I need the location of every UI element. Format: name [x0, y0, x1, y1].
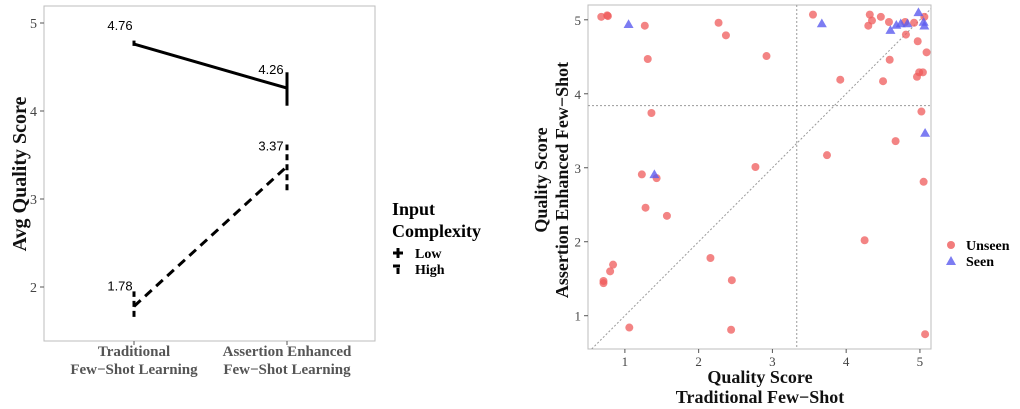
- point-unseen: [706, 254, 715, 263]
- point-unseen: [836, 75, 845, 84]
- point-unseen: [662, 211, 671, 220]
- legend-key-seen: [946, 256, 956, 265]
- x-axis-label: Quality Score Traditional Few−Shot: [676, 367, 844, 407]
- point-unseen: [917, 107, 926, 116]
- point-unseen: [901, 30, 910, 39]
- y-axis-label-line1: Quality Score: [531, 127, 551, 232]
- point-unseen: [808, 10, 817, 19]
- point-unseen: [727, 325, 736, 334]
- point-unseen: [643, 55, 652, 64]
- point-unseen: [884, 18, 893, 27]
- point-seen: [623, 19, 634, 28]
- point-unseen: [606, 267, 615, 276]
- data-label: 1.78: [107, 278, 132, 293]
- point-unseen: [860, 236, 869, 245]
- point-unseen: [891, 137, 900, 146]
- point-unseen: [912, 72, 921, 81]
- legend-label-unseen: Unseen: [966, 239, 1010, 254]
- point-unseen: [727, 276, 736, 285]
- point-seen: [885, 25, 896, 34]
- y-tick-label: 3: [30, 193, 37, 208]
- x-tick-label: 2: [695, 354, 702, 369]
- y-tick-label: 1: [575, 309, 582, 324]
- x-tick-label: 3: [769, 354, 776, 369]
- line-chart: 2 3 4 5 Traditional Few−Shot Learning Assertio…: [9, 5, 481, 378]
- point-unseen: [599, 279, 608, 288]
- point-seen: [816, 18, 827, 28]
- point-seen: [920, 127, 931, 137]
- point-seen: [895, 18, 906, 28]
- point-unseen: [647, 109, 656, 118]
- y-tick-label: 2: [30, 281, 37, 296]
- point-unseen: [919, 177, 928, 186]
- point-unseen: [822, 151, 831, 160]
- point-seen: [919, 20, 930, 30]
- y-tick-label: 4: [30, 105, 37, 120]
- point-unseen: [609, 260, 618, 269]
- y-tick-label: 4: [575, 87, 582, 102]
- data-label: 4.76: [107, 18, 132, 33]
- legend-key-unseen: [947, 241, 955, 249]
- x-tick-label: Traditional Few−Shot Learning: [70, 344, 198, 378]
- diagonal-reference-line: [591, 8, 931, 349]
- point-unseen: [885, 55, 894, 64]
- point-seen: [918, 17, 929, 26]
- legend-label-seen: Seen: [966, 255, 994, 270]
- point-unseen: [637, 170, 646, 179]
- point-unseen: [879, 77, 888, 86]
- y-axis-label-line2: Assertion Enhanced Few−Shot: [552, 62, 572, 298]
- point-unseen: [640, 21, 649, 30]
- point-unseen: [721, 31, 730, 40]
- x-tick-label: Assertion Enhanced Few−Shot Learning: [223, 344, 352, 378]
- series-line-low: [133, 42, 288, 90]
- point-unseen: [641, 203, 650, 212]
- point-unseen: [910, 18, 919, 27]
- point-unseen: [603, 12, 612, 21]
- point-unseen: [876, 12, 885, 21]
- y-tick-label: 3: [575, 161, 582, 176]
- data-label: 4.26: [258, 62, 283, 77]
- x-tick-label: 1: [622, 354, 629, 369]
- y-tick-label: 5: [30, 17, 37, 32]
- scatter-plot-area: [588, 5, 931, 349]
- point-seen: [902, 18, 913, 28]
- point-unseen: [751, 163, 760, 172]
- point-unseen: [714, 18, 723, 27]
- point-unseen: [921, 330, 930, 339]
- point-unseen: [922, 48, 931, 57]
- plot-panel: [587, 4, 932, 350]
- point-unseen: [625, 323, 634, 332]
- series-line-high: [132, 165, 289, 308]
- x-tick-label: 4: [843, 354, 850, 369]
- y-axis-label: Avg Quality Score: [9, 96, 31, 251]
- point-seen: [649, 169, 660, 179]
- legend-label-high: High: [415, 263, 445, 278]
- plot-panel: [43, 5, 376, 342]
- scatter-chart: 1 2 3 4 5 1 2 3 4 5 Quality Score Traditional Few−S…: [531, 4, 1010, 407]
- point-unseen: [918, 68, 927, 77]
- legend-title: Input Complexity: [392, 199, 481, 241]
- point-unseen: [864, 21, 873, 30]
- point-seen: [913, 7, 924, 17]
- data-label: 3.37: [258, 138, 283, 153]
- point-unseen: [762, 52, 771, 61]
- y-tick-label: 2: [575, 235, 582, 250]
- y-tick-label: 5: [575, 13, 582, 28]
- legend-label-low: Low: [415, 247, 442, 262]
- point-unseen: [913, 37, 922, 46]
- x-tick-label: 5: [917, 354, 924, 369]
